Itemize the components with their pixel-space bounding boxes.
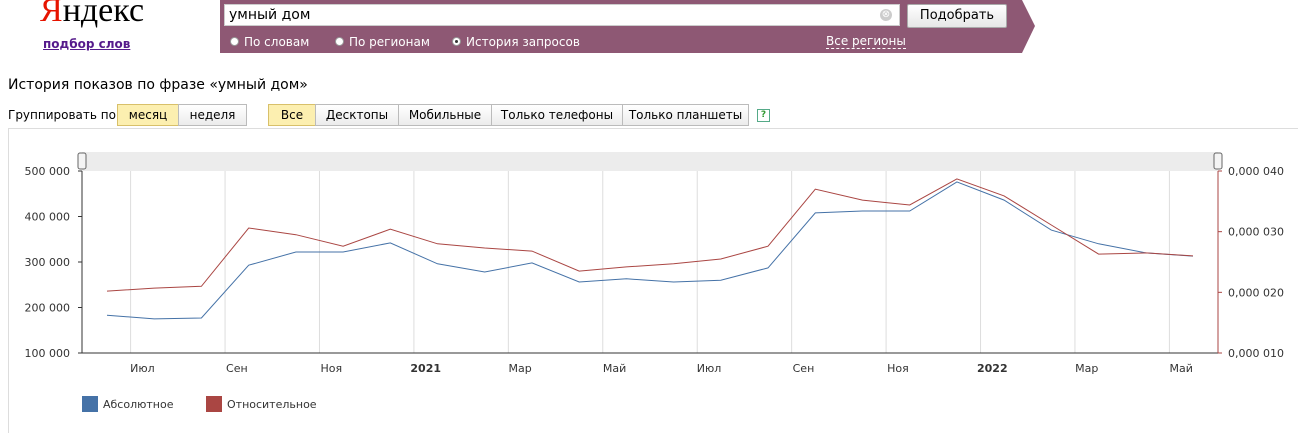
y-tick-label: 400 000 <box>25 211 71 224</box>
legend-label: Относительное <box>227 398 317 411</box>
x-tick-label: Июл <box>697 362 722 375</box>
y-tick-label: 200 000 <box>25 302 71 315</box>
logo[interactable]: Яндекс <box>40 0 145 29</box>
regions-link[interactable]: Все регионы <box>826 34 906 49</box>
scroll-handle[interactable] <box>1213 152 1223 170</box>
device-button[interactable]: Все <box>268 104 316 126</box>
search-button[interactable]: Подобрать <box>907 4 1007 28</box>
legend-swatch <box>206 396 222 412</box>
x-tick-label: Май <box>1170 362 1193 375</box>
scroll-bar[interactable] <box>82 152 1218 171</box>
x-tick-label: Июл <box>130 362 155 375</box>
x-tick-label: Ноя <box>320 362 342 375</box>
mode-radio[interactable]: История запросов <box>452 35 580 49</box>
mode-radio[interactable]: По регионам <box>335 35 430 49</box>
series-line <box>106 181 1194 320</box>
device-button[interactable]: Только телефоны <box>491 104 623 126</box>
y2-tick-label: 0,000 030 <box>1228 226 1284 239</box>
group-label: Группировать по: <box>8 108 121 122</box>
y-tick-label: 100 000 <box>25 347 71 360</box>
chart-frame <box>8 128 1298 433</box>
history-title: История показов по фразе «умный дом» <box>8 77 308 93</box>
chart: Июл Сен Ноя 2021 Мар Май Июл Сен Ноя 2022 Мар Май 10… <box>25 152 1284 412</box>
y2-tick-label: 0,000 010 <box>1228 347 1284 360</box>
group-button[interactable]: месяц <box>117 104 179 126</box>
x-tick-label: 2021 <box>410 362 441 375</box>
search-input[interactable]: умный дом <box>224 4 900 26</box>
y2-tick-label: 0,000 040 <box>1228 165 1284 178</box>
x-tick-label: Сен <box>226 362 248 375</box>
x-tick-label: 2022 <box>977 362 1008 375</box>
device-button[interactable]: Мобильные <box>398 104 492 126</box>
x-tick-label: Май <box>603 362 626 375</box>
x-tick-label: Ноя <box>887 362 909 375</box>
x-tick-label: Мар <box>1075 362 1098 375</box>
legend-label: Абсолютное <box>103 398 174 411</box>
x-tick-label: Сен <box>793 362 815 375</box>
y-tick-label: 500 000 <box>25 165 71 178</box>
mode-radio[interactable]: По словам <box>230 35 309 49</box>
device-button[interactable]: Только планшеты <box>622 104 749 126</box>
scroll-handle[interactable] <box>77 152 87 170</box>
series-line <box>106 178 1194 292</box>
logo-sub-link[interactable]: подбор слов <box>43 37 131 51</box>
device-button[interactable]: Десктопы <box>315 104 399 126</box>
x-tick-label: Мар <box>509 362 532 375</box>
help-icon[interactable]: ? <box>757 109 770 122</box>
clear-button[interactable]: ⊗ <box>880 9 892 21</box>
y2-tick-label: 0,000 020 <box>1228 286 1284 299</box>
legend-swatch <box>82 396 98 412</box>
y-tick-label: 300 000 <box>25 256 71 269</box>
group-button[interactable]: неделя <box>178 104 247 126</box>
